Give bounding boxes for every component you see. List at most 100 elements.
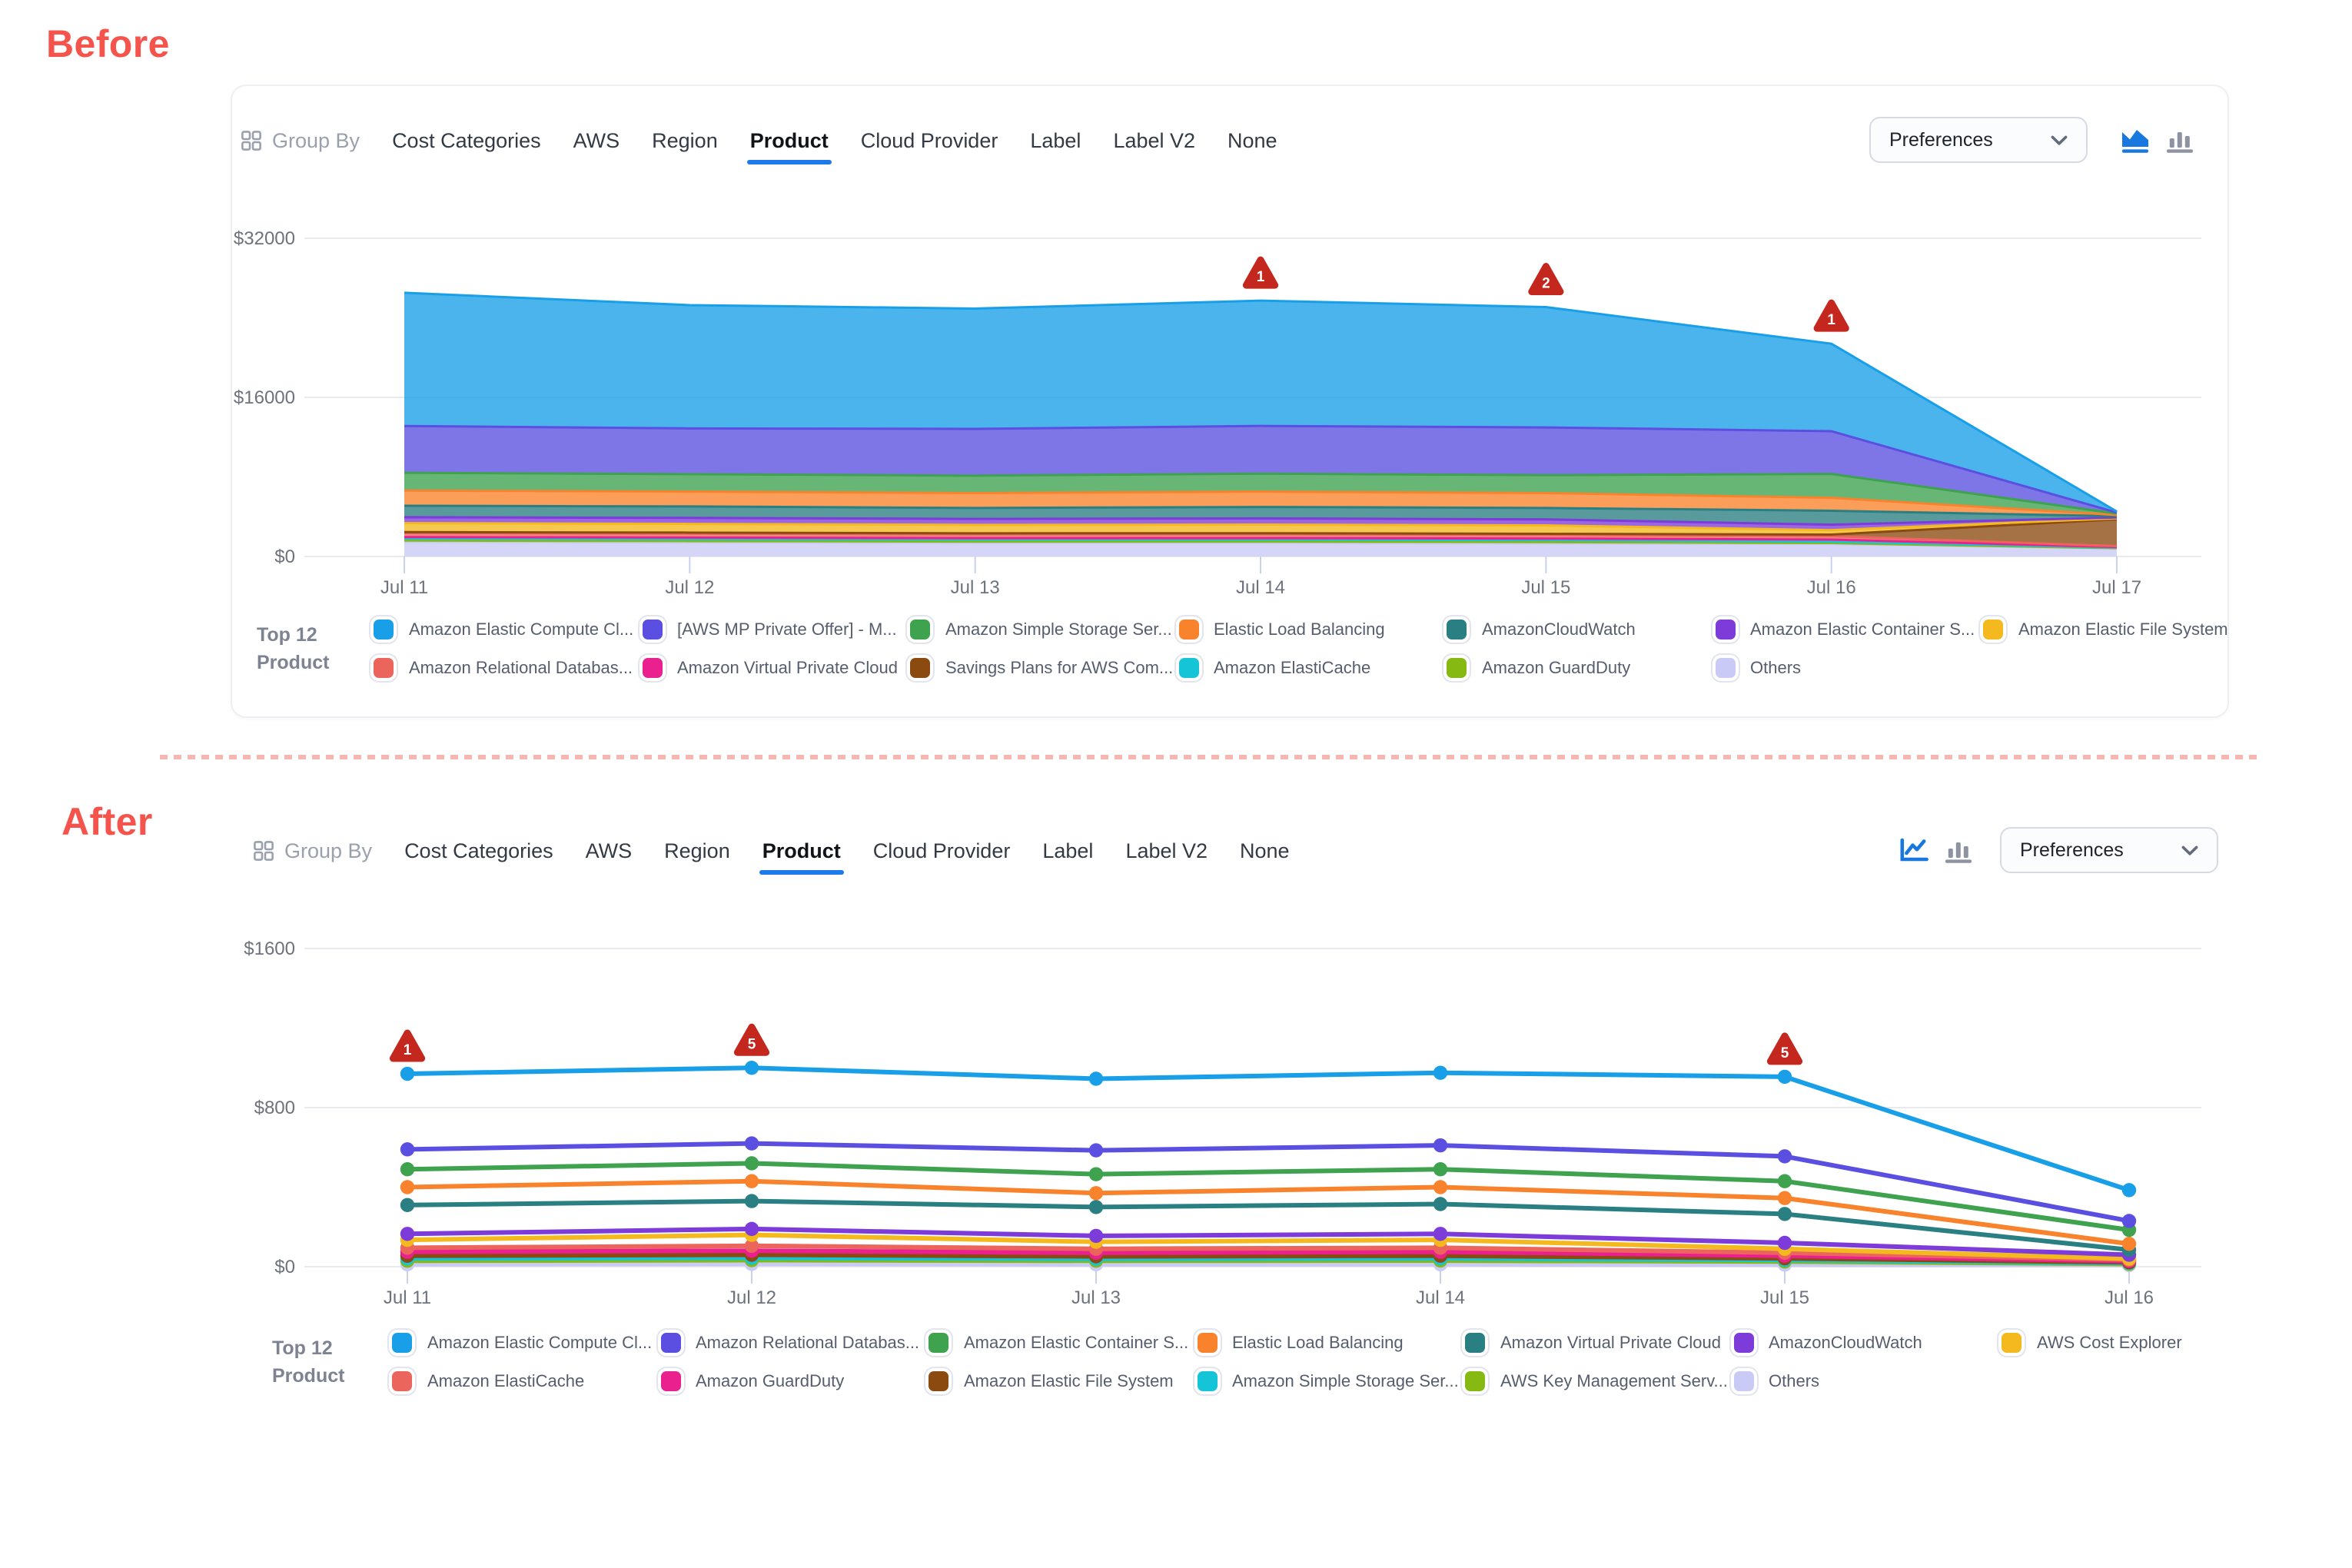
svg-text:$1600: $1600 xyxy=(244,938,295,959)
tab-region[interactable]: Region xyxy=(652,128,718,151)
tab-aws[interactable]: AWS xyxy=(585,839,633,862)
legend-swatch xyxy=(910,620,930,639)
legend-item-others[interactable]: Others xyxy=(1733,1370,2002,1393)
after-chart-line[interactable]: $0 $800 $1600 Jul 11 Jul 12 Jul 13 Jul 14 Jul 1… xyxy=(215,925,2244,1333)
legend-swatch xyxy=(1465,1371,1485,1391)
tab-cost-categories[interactable]: Cost Categories xyxy=(392,128,541,151)
line-aws-cost-explorer xyxy=(405,1232,2131,1261)
legend-item-amazon-elastic-container-s[interactable]: Amazon Elastic Container S... xyxy=(929,1331,1197,1354)
legend-item-others[interactable]: Others xyxy=(1715,656,1983,679)
legend-swatch xyxy=(392,1371,412,1391)
legend-label: AmazonCloudWatch xyxy=(1482,620,1636,639)
before-chart-stacked-area[interactable]: $0 $16000 $32000 Jul 11 Jul 12 Jul 13 Jul 14 Ju… xyxy=(215,215,2244,623)
tab-label-v2[interactable]: Label V2 xyxy=(1113,128,1196,151)
legend-item-amazon-elastic-file-system[interactable]: Amazon Elastic File System xyxy=(1983,618,2251,641)
legend-label: Amazon Relational Databas... xyxy=(696,1334,920,1352)
tab-none[interactable]: None xyxy=(1240,839,1290,862)
point-elastic-load-balancing xyxy=(1433,1180,1448,1194)
bar-chart-toggle-icon[interactable] xyxy=(2164,126,2195,154)
area-amazon-elastic-compute-cl xyxy=(404,292,2118,513)
tab-label-v2[interactable]: Label V2 xyxy=(1125,839,1208,862)
legend-item-amazon-elasticache[interactable]: Amazon ElastiCache xyxy=(1178,656,1447,679)
legend-swatch xyxy=(1465,1333,1485,1353)
tab-aws[interactable]: AWS xyxy=(573,128,620,151)
preferences-dropdown[interactable]: Preferences xyxy=(2000,827,2218,873)
preferences-dropdown[interactable]: Preferences xyxy=(1869,117,2088,163)
point-amazon-elastic-container-s xyxy=(400,1162,415,1177)
tab-product[interactable]: Product xyxy=(746,128,832,164)
tab-cloud-provider[interactable]: Cloud Provider xyxy=(860,128,998,151)
legend-item-aws-cost-explorer[interactable]: AWS Cost Explorer xyxy=(2002,1331,2270,1354)
legend-item-amazon-elastic-container-s[interactable]: Amazon Elastic Container S... xyxy=(1715,618,1983,641)
legend-item-amazon-simple-storage-ser[interactable]: Amazon Simple Storage Ser... xyxy=(910,618,1178,641)
svg-text:$0: $0 xyxy=(274,546,295,567)
line-chart-toggle-icon[interactable] xyxy=(1899,836,1929,864)
alert-badge[interactable]: 1 xyxy=(389,1029,426,1062)
point-amazon-virtual-private-cloud xyxy=(400,1198,415,1212)
line-amazoncloudwatch xyxy=(405,1226,2131,1257)
tab-cost-categories[interactable]: Cost Categories xyxy=(404,839,553,862)
after-legend-title: Top 12 Product xyxy=(272,1337,345,1387)
legend-item-amazon-elastic-compute-cl[interactable]: Amazon Elastic Compute Cl... xyxy=(374,618,642,641)
tab-label[interactable]: Label xyxy=(1042,839,1094,862)
legend-item-amazon-virtual-private-cloud[interactable]: Amazon Virtual Private Cloud xyxy=(642,656,910,679)
alert-badge[interactable]: 2 xyxy=(1528,263,1564,296)
tab-none[interactable]: None xyxy=(1227,128,1277,151)
legend-label: AmazonCloudWatch xyxy=(1769,1334,1922,1352)
legend-item-amazon-elastic-compute-cl[interactable]: Amazon Elastic Compute Cl... xyxy=(392,1331,660,1354)
point-amazon-virtual-private-cloud xyxy=(744,1194,759,1208)
legend-item-elastic-load-balancing[interactable]: Elastic Load Balancing xyxy=(1178,618,1447,641)
legend-item-savings-plans-for-aws-com[interactable]: Savings Plans for AWS Com... xyxy=(910,656,1178,679)
legend-item-elastic-load-balancing[interactable]: Elastic Load Balancing xyxy=(1197,1331,1465,1354)
legend-label: Amazon Elastic Compute Cl... xyxy=(427,1334,653,1352)
area-chart-toggle-icon[interactable] xyxy=(2120,126,2151,154)
alert-badge[interactable]: 5 xyxy=(733,1023,770,1056)
alert-badge[interactable]: 5 xyxy=(1766,1032,1803,1065)
legend-item-amazon-virtual-private-cloud[interactable]: Amazon Virtual Private Cloud xyxy=(1465,1331,1733,1354)
legend-label: Elastic Load Balancing xyxy=(1232,1334,1404,1352)
bar-chart-toggle-icon[interactable] xyxy=(1943,836,1974,864)
legend-label: Amazon Virtual Private Cloud xyxy=(677,659,898,677)
legend-item-amazoncloudwatch[interactable]: AmazonCloudWatch xyxy=(1447,618,1715,641)
point-elastic-load-balancing xyxy=(744,1174,759,1188)
legend-label: Others xyxy=(1769,1372,1820,1390)
tab-cloud-provider[interactable]: Cloud Provider xyxy=(872,839,1011,862)
legend-item-amazoncloudwatch[interactable]: AmazonCloudWatch xyxy=(1733,1331,2002,1354)
legend-item-amazon-simple-storage-ser[interactable]: Amazon Simple Storage Ser... xyxy=(1197,1370,1465,1393)
legend-label: Amazon GuardDuty xyxy=(696,1372,845,1390)
legend-item-aws-mp-private-offer-m[interactable]: [AWS MP Private Offer] - M... xyxy=(642,618,910,641)
legend-swatch xyxy=(660,1333,680,1353)
legend-item-amazon-elastic-file-system[interactable]: Amazon Elastic File System xyxy=(929,1370,1197,1393)
point-elastic-load-balancing xyxy=(2121,1237,2137,1251)
alert-badge[interactable]: 1 xyxy=(1813,299,1849,332)
legend-label: Amazon ElastiCache xyxy=(427,1372,585,1390)
svg-text:Jul 15: Jul 15 xyxy=(1521,577,1570,598)
legend-item-amazon-relational-databas[interactable]: Amazon Relational Databas... xyxy=(660,1331,929,1354)
after-section-label: After xyxy=(61,801,153,844)
tab-label[interactable]: Label xyxy=(1030,128,1081,151)
tab-product[interactable]: Product xyxy=(759,839,844,874)
svg-text:Jul 16: Jul 16 xyxy=(2105,1287,2154,1308)
legend-swatch xyxy=(374,620,394,639)
point-amazon-elastic-container-s xyxy=(744,1156,759,1171)
legend-item-amazon-guardduty[interactable]: Amazon GuardDuty xyxy=(660,1370,929,1393)
legend-item-amazon-guardduty[interactable]: Amazon GuardDuty xyxy=(1447,656,1715,679)
line-amazon-guardduty xyxy=(405,1248,2131,1264)
svg-text:Jul 16: Jul 16 xyxy=(1807,577,1856,598)
svg-text:5: 5 xyxy=(1781,1045,1789,1061)
legend-item-amazon-elasticache[interactable]: Amazon ElastiCache xyxy=(392,1370,660,1393)
svg-text:Jul 17: Jul 17 xyxy=(2092,577,2141,598)
legend-swatch xyxy=(1178,658,1198,678)
legend-item-aws-key-management-serv[interactable]: AWS Key Management Serv... xyxy=(1465,1370,1733,1393)
alert-badge[interactable]: 1 xyxy=(1242,256,1279,289)
point-amazon-elastic-container-s xyxy=(1777,1174,1792,1188)
after-toolbar: Group By Cost Categories AWS Region Product… xyxy=(254,827,2218,874)
legend-swatch xyxy=(392,1333,412,1353)
line-others xyxy=(405,1261,2131,1267)
legend-label: Elastic Load Balancing xyxy=(1214,620,1385,639)
point-amazon-elastic-container-s xyxy=(1088,1167,1104,1181)
tab-region[interactable]: Region xyxy=(664,839,730,862)
point-amazon-relational-databas xyxy=(1433,1138,1448,1153)
legend-item-amazon-relational-databas[interactable]: Amazon Relational Databas... xyxy=(374,656,642,679)
point-amazoncloudwatch xyxy=(744,1221,759,1237)
